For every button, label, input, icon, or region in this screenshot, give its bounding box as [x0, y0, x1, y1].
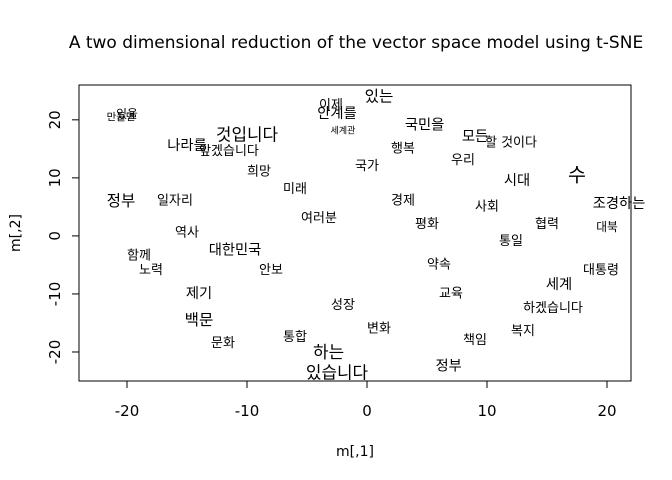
word-point: 시대	[504, 172, 530, 189]
x-tick-label: -10	[235, 402, 260, 420]
y-tick-label: -20	[46, 340, 64, 365]
chart-title: A two dimensional reduction of the vecto…	[69, 33, 643, 53]
word-point: 제기	[186, 285, 212, 302]
word-point: 있을	[116, 107, 138, 121]
x-axis-label: m[,1]	[336, 444, 374, 460]
word-point: 세계관	[330, 124, 356, 136]
word-point: 여러분	[301, 211, 337, 226]
word-point: 희망	[247, 165, 271, 180]
x-tick-label: 20	[597, 402, 616, 420]
word-point: 만들면	[107, 112, 136, 124]
word-point: 역사	[175, 226, 199, 241]
word-point: 복지	[511, 324, 535, 339]
word-point: 통일	[499, 234, 523, 249]
word-point: 하는	[313, 342, 344, 362]
word-point: 통합	[283, 330, 307, 345]
word-point: 안보	[259, 263, 283, 278]
word-point: 협력	[535, 217, 559, 232]
word-point: 책임	[463, 333, 487, 348]
word-point: 것입니다	[216, 124, 279, 144]
word-point: 정부	[107, 192, 136, 210]
word-point: 국민을	[405, 117, 444, 134]
word-point: 변화	[367, 321, 391, 336]
word-point: 안계를	[317, 105, 356, 122]
y-tick-label: -10	[46, 282, 64, 307]
word-point: 노력	[139, 263, 163, 278]
word-point: 평화	[415, 217, 439, 232]
word-point: 우리	[451, 153, 475, 168]
word-point: 조경하는	[593, 195, 646, 212]
word-point: 대한민국	[209, 241, 262, 258]
y-axis-label: m[,2]	[8, 214, 24, 252]
word-point: 있습니다	[306, 362, 369, 382]
word-point: 모든	[462, 129, 488, 145]
word-point: 사회	[475, 199, 499, 214]
word-point: 백문	[185, 311, 214, 329]
word-point: 세계	[546, 276, 572, 293]
word-point: 문화	[211, 336, 235, 351]
word-point: 하겠습니다	[523, 301, 583, 316]
y-axis: -20 -10 0 10 20	[46, 110, 79, 364]
word-point: 성장	[331, 298, 355, 313]
word-point: 대통령	[583, 263, 619, 278]
x-tick-label: 10	[477, 402, 496, 420]
x-tick-label: -20	[115, 402, 140, 420]
word-point: 앞겠습니다	[199, 144, 259, 159]
word-point: 이제	[319, 98, 343, 113]
word-point: 행복	[391, 140, 415, 156]
word-point: 국가	[355, 159, 379, 174]
x-tick-label: 0	[362, 402, 372, 420]
word-point: 일자리	[157, 194, 193, 209]
x-axis: -20 -10 0 10 20	[115, 381, 617, 420]
word-point: 경제	[391, 194, 415, 209]
word-point: 할 것이다	[485, 136, 537, 151]
word-point: 미래	[283, 182, 307, 197]
y-tick-label: 0	[46, 231, 64, 241]
word-point: 정부	[435, 357, 461, 374]
word-point: 나라를	[167, 137, 206, 154]
y-tick-label: 10	[46, 168, 64, 187]
plot-frame	[78, 84, 632, 382]
y-tick-label: 20	[46, 110, 64, 129]
word-point: 교육	[439, 286, 463, 301]
word-point: 있는	[365, 88, 394, 106]
word-point: 대북	[596, 220, 618, 234]
word-point: 약속	[427, 257, 451, 272]
word-point: 수	[568, 163, 586, 186]
word-point: 함께	[127, 249, 151, 264]
